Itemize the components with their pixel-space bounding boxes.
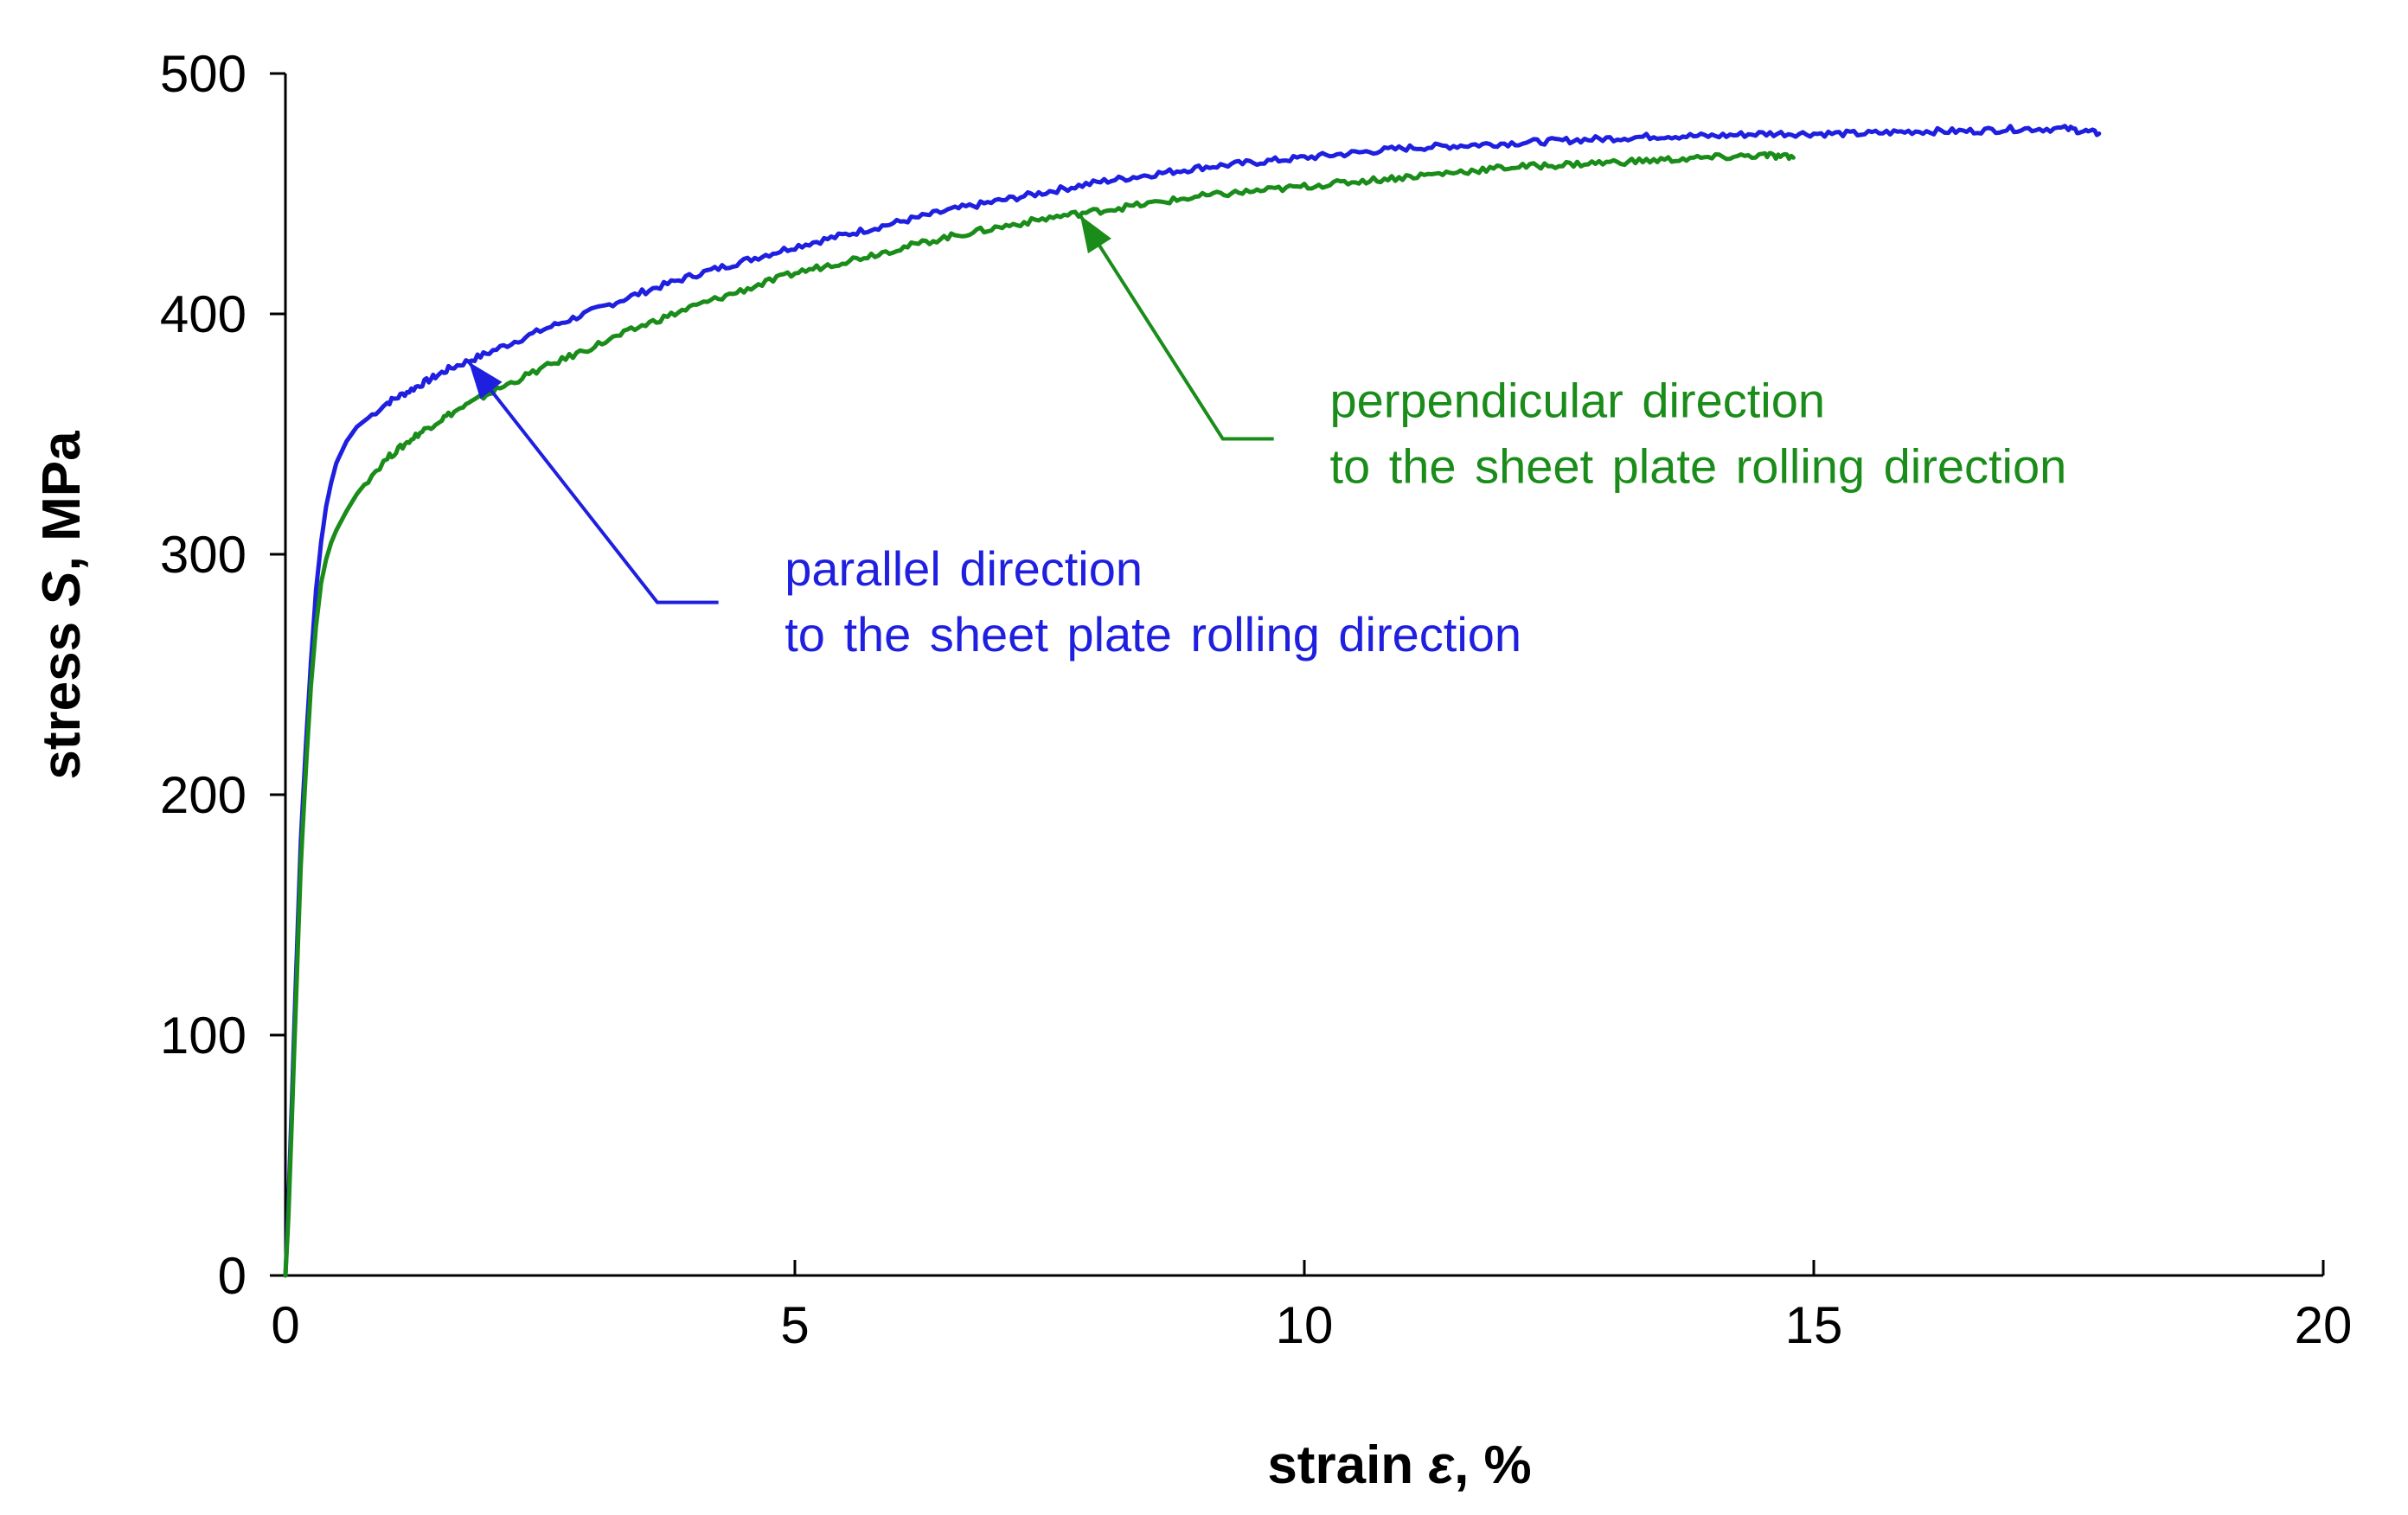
series-layer — [283, 124, 2102, 1278]
annotation-label-parallel: parallel direction to the sheet plate rol… — [785, 541, 1521, 662]
annotation-line-2: to the sheet plate rolling direction — [785, 607, 1521, 662]
axes — [284, 74, 2323, 1277]
x-axis-title-suffix: , % — [1454, 1435, 1532, 1495]
x-axis-ticks: 0 5 10 15 20 — [271, 1260, 2352, 1354]
series-line-perpendicular — [283, 150, 1796, 1278]
annotation-label-perpendicular: perpendicular direction to the sheet plat… — [1329, 374, 2066, 494]
y-tick-label: 0 — [218, 1247, 247, 1305]
x-tick-label: 0 — [271, 1296, 299, 1354]
y-axis-title: stress S, MPa — [32, 431, 92, 780]
annotation-line-2: to the sheet plate rolling direction — [1329, 439, 2066, 494]
x-tick-label: 15 — [1785, 1296, 1843, 1354]
y-tick-label: 500 — [160, 45, 247, 103]
arrowhead-parallel — [469, 361, 503, 400]
x-tick-label: 5 — [780, 1296, 809, 1354]
series-line-parallel — [283, 124, 2102, 1278]
y-tick-label: 300 — [160, 526, 247, 584]
x-axis-title-symbol: ε — [1428, 1435, 1455, 1495]
y-tick-label: 400 — [160, 285, 247, 343]
x-tick-label: 20 — [2295, 1296, 2353, 1354]
y-axis-title-symbol: S — [32, 571, 92, 606]
y-axis-ticks: 0 100 200 300 400 500 — [160, 45, 285, 1305]
annotation-line-1: parallel direction — [785, 541, 1143, 596]
x-axis-title: strain ε, % — [1267, 1435, 1531, 1495]
y-axis-title-suffix: , MPa — [32, 431, 92, 571]
x-axis-title-prefix: strain — [1267, 1435, 1428, 1495]
annotation-layer: parallel direction to the sheet plate rol… — [467, 214, 2066, 662]
annotation-arrow-perpendicular — [1079, 214, 1274, 441]
y-tick-label: 100 — [160, 1007, 247, 1064]
annotation-line-1: perpendicular direction — [1329, 374, 1825, 428]
y-axis-title-prefix: stress — [32, 607, 92, 780]
x-tick-label: 10 — [1276, 1296, 1334, 1354]
y-tick-label: 200 — [160, 766, 247, 824]
arrowhead-perpendicular — [1079, 215, 1111, 254]
annotation-arrow-parallel — [467, 361, 719, 604]
